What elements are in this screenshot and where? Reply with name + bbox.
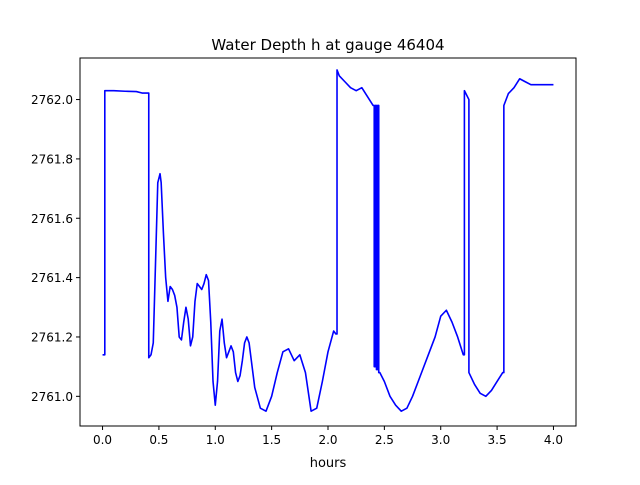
x-tick-label: 0.0 (93, 433, 112, 447)
plot-frame (79, 57, 577, 427)
y-tick-label: 2762.0 (31, 93, 73, 107)
y-tick-label: 2761.8 (31, 152, 73, 166)
y-tick-label: 2761.2 (31, 330, 73, 344)
x-tick-label: 3.0 (431, 433, 450, 447)
x-tick-label: 3.5 (488, 433, 507, 447)
x-axis-label: hours (310, 456, 347, 471)
chart-title: Water Depth h at gauge 46404 (211, 36, 444, 54)
series-layer (102, 69, 554, 412)
x-tick-label: 4.0 (544, 433, 563, 447)
x-tick-label: 0.5 (149, 433, 168, 447)
y-tick-label: 2761.4 (31, 271, 73, 285)
y-axis-ticks: 2761.0 2761.2 2761.4 2761.6 2761.8 2762.0 (31, 93, 80, 404)
y-tick-label: 2761.6 (31, 212, 73, 226)
y-tick-label: 2761.0 (31, 390, 73, 404)
x-tick-label: 1.0 (206, 433, 225, 447)
series-line-0 (102, 69, 554, 412)
x-tick-label: 2.0 (318, 433, 337, 447)
x-tick-label: 2.5 (375, 433, 394, 447)
x-tick-label: 1.5 (262, 433, 281, 447)
x-axis-ticks: 0.0 0.5 1.0 1.5 2.0 2.5 3.0 3.5 4.0 (93, 426, 563, 447)
